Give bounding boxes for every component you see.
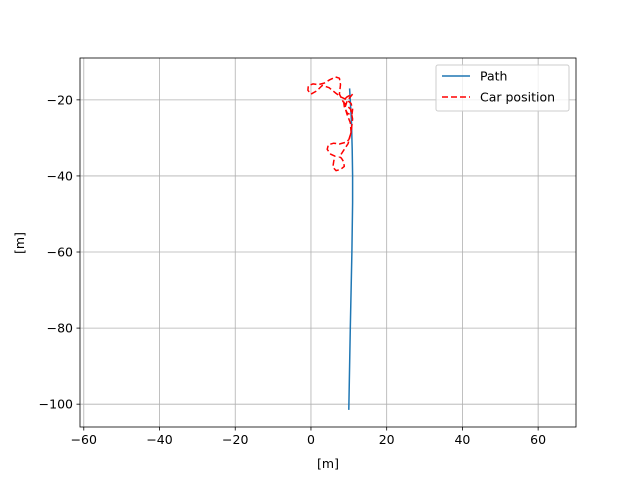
x-tick-label: 40	[454, 432, 470, 447]
x-axis-label: [m]	[317, 456, 339, 471]
series-line-path	[348, 88, 354, 410]
x-tick-label: 0	[307, 432, 315, 447]
x-tick-label: 60	[530, 432, 546, 447]
grid	[80, 58, 576, 427]
y-tick-label: −40	[47, 168, 73, 183]
y-tick-label: −80	[47, 321, 73, 336]
x-tick-label: −20	[222, 432, 248, 447]
y-tick-label: −60	[47, 245, 73, 260]
y-tick-label: −20	[47, 92, 73, 107]
x-tick-label: 20	[379, 432, 395, 447]
x-tick-label: −40	[146, 432, 172, 447]
legend-label-car-position: Car position	[480, 90, 555, 105]
y-axis-label: [m]	[12, 232, 27, 254]
legend-label-path: Path	[480, 69, 507, 84]
plot-area	[80, 58, 576, 427]
x-tick-label: −60	[71, 432, 97, 447]
ticks: −60 −40 −20 0 20 40 60 −100 −80 −60 −40 −20	[39, 92, 546, 447]
plot-frame	[79, 57, 577, 428]
series-layer	[307, 76, 354, 410]
legend: Path Car position	[435, 64, 570, 112]
series-line-car-position	[307, 76, 354, 172]
y-tick-label: −100	[39, 397, 73, 412]
